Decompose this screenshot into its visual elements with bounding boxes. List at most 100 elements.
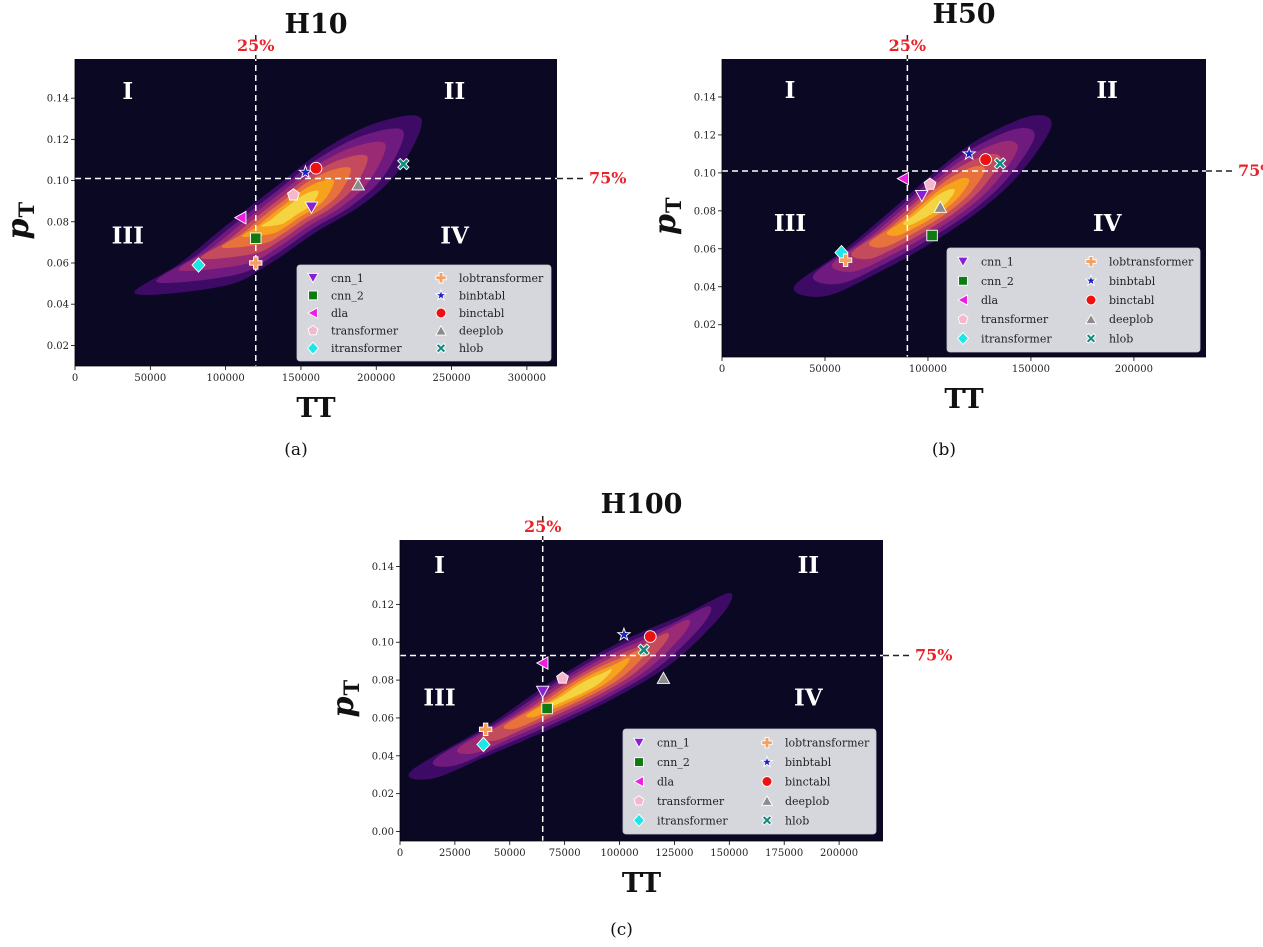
legend-box (622, 728, 877, 835)
point-dla (896, 171, 909, 186)
legend-item-dla: dla (957, 294, 999, 307)
point-hlob (637, 643, 650, 657)
point-deeplob (933, 200, 948, 213)
quadrant-label-III: III (423, 685, 455, 712)
y-tick-label: 0.12 (372, 600, 394, 611)
point-itransformer (191, 257, 206, 273)
y-tick-label: 0.10 (694, 168, 716, 179)
legend-marker-lobtransformer (435, 272, 447, 284)
vline-label: 25% (237, 36, 274, 55)
legend-label: itransformer (331, 342, 402, 355)
point-deeplob (656, 671, 671, 684)
legend-label: itransformer (981, 332, 1052, 345)
y-axis-label-main: p (648, 214, 683, 235)
legend-label: cnn_2 (981, 275, 1014, 288)
x-tick-label: 50000 (494, 848, 526, 859)
y-tick-label: 0.10 (372, 638, 394, 649)
vline-label: 25% (889, 36, 926, 55)
density-level-7 (903, 188, 955, 226)
legend-label: binctabl (459, 307, 505, 320)
legend-marker-cnn_1 (633, 737, 645, 749)
legend-box (296, 264, 552, 362)
legend-item-cnn_1: cnn_1 (633, 737, 690, 750)
x-tick-label: 250000 (432, 373, 470, 384)
x-tick-label: 50000 (809, 364, 841, 375)
x-tick-label: 100000 (909, 364, 947, 375)
panel-caption: (a) (284, 440, 307, 460)
x-tick-label: 75000 (549, 848, 581, 859)
point-cnn_2 (250, 232, 262, 244)
legend-item-itransformer: itransformer (632, 813, 728, 827)
y-tick-label: 0.06 (372, 713, 394, 724)
legend-marker-cnn_1 (957, 256, 969, 268)
x-tick-label: 200000 (820, 848, 858, 859)
legend-item-hlob: hlob (761, 814, 809, 827)
legend-label: transformer (657, 795, 725, 808)
legend-item-lobtransformer: lobtransformer (761, 737, 870, 750)
legend-marker-dla (633, 775, 644, 788)
y-tick-label: 0.08 (372, 676, 394, 687)
point-cnn_2 (926, 229, 938, 242)
x-tick-label: 50000 (134, 373, 166, 384)
legend-label: cnn_1 (657, 737, 690, 750)
y-tick-label: 0.06 (47, 258, 69, 269)
x-tick-label: 150000 (282, 373, 320, 384)
legend-item-cnn_2: cnn_2 (308, 289, 364, 302)
legend-label: transformer (331, 325, 399, 338)
quadrant-label-I: I (785, 77, 796, 104)
legend-marker-cnn_2 (634, 757, 644, 767)
legend-item-binbtabl: binbtabl (434, 288, 506, 302)
y-axis-label-main: p (1, 218, 36, 239)
legend-item-itransformer: itransformer (306, 341, 402, 355)
legend-item-cnn_1: cnn_1 (957, 256, 1014, 269)
legend-label: hlob (785, 814, 809, 827)
quadrant-label-I: I (434, 552, 445, 579)
legend-item-deeplob: deeplob (435, 325, 503, 338)
legend-label: cnn_2 (657, 756, 690, 769)
scatter-points (834, 146, 1007, 267)
y-tick-label: 0.02 (694, 320, 716, 331)
legend-label: binctabl (785, 776, 831, 789)
legend-box (946, 247, 1201, 353)
chart-h50: 25%75%IIIIIIIV0500001000001500002000000.… (648, 0, 1263, 460)
legend-item-transformer: transformer (633, 795, 725, 808)
legend-marker-cnn_2 (308, 290, 318, 301)
legend-item-binctabl: binctabl (1085, 294, 1155, 307)
legend-marker-binctabl (435, 307, 447, 319)
legend-label: itransformer (657, 814, 728, 827)
y-tick-label: 0.08 (694, 206, 716, 217)
point-binbtabl (961, 146, 977, 161)
legend-item-lobtransformer: lobtransformer (435, 272, 544, 285)
legend-item-binctabl: binctabl (435, 307, 505, 320)
density-level-7 (546, 669, 612, 707)
legend-item-transformer: transformer (957, 313, 1049, 326)
quadrant-label-IV: IV (1093, 210, 1123, 237)
point-cnn_2 (541, 702, 553, 715)
x-tick-label: 200000 (357, 373, 395, 384)
panel-caption: (c) (610, 920, 633, 940)
y-tick-label: 0.00 (372, 827, 394, 838)
density-level-7 (261, 190, 319, 227)
point-hlob (993, 157, 1007, 170)
legend-marker-binctabl (761, 776, 773, 787)
legend-marker-binctabl (1085, 294, 1097, 306)
point-dla (535, 656, 549, 671)
point-lobtransformer (478, 722, 493, 736)
y-tick-label: 0.14 (47, 94, 69, 105)
legend-label: deeplob (459, 325, 503, 338)
quadrant-label-III: III (112, 222, 144, 249)
legend-marker-itransformer (632, 813, 646, 827)
x-tick-label: 175000 (765, 848, 803, 859)
quadrant-label-II: II (798, 552, 820, 579)
legend-marker-deeplob (1085, 313, 1097, 325)
legend-marker-lobtransformer (761, 737, 773, 749)
legend-marker-itransformer (306, 341, 320, 355)
hline-label: 75% (1238, 161, 1263, 180)
point-itransformer (476, 736, 491, 753)
y-axis-label-main: p (326, 696, 361, 717)
y-axis-label: pT (326, 680, 364, 718)
y-tick-label: 0.12 (47, 135, 69, 146)
